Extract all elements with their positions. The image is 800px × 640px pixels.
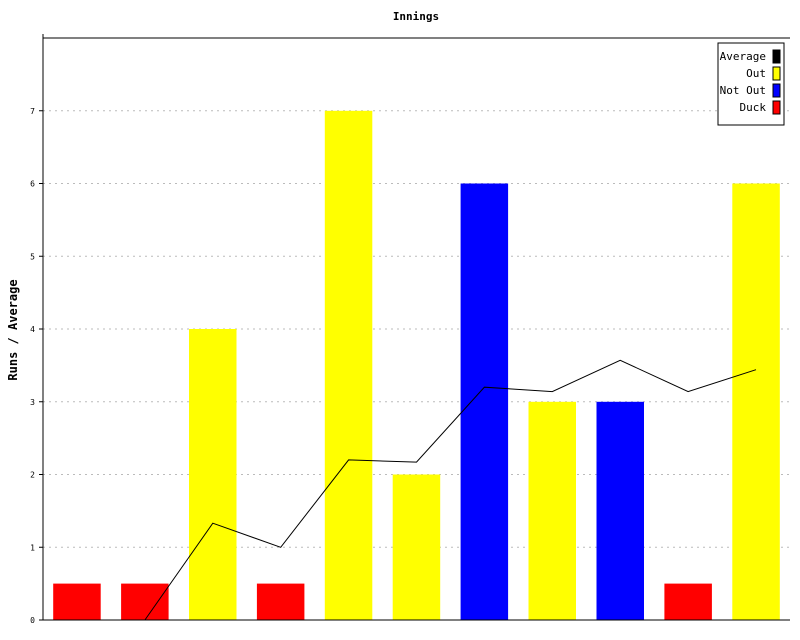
y-tick-label: 4	[30, 325, 35, 334]
legend-label: Out	[746, 67, 766, 80]
bar-not-out	[596, 401, 644, 621]
legend-label: Duck	[740, 101, 767, 114]
bar-out	[324, 110, 373, 621]
bar-duck	[53, 583, 101, 620]
legend-swatch	[772, 100, 781, 115]
legend-swatch	[772, 66, 781, 81]
y-tick-label: 2	[30, 471, 35, 480]
y-tick-label: 7	[30, 107, 35, 116]
y-tick-label: 1	[30, 543, 35, 552]
average-line	[144, 359, 757, 621]
bar-duck	[664, 583, 712, 620]
legend-label: Average	[720, 50, 766, 63]
legend-label: Not Out	[720, 84, 766, 97]
legend-swatch	[772, 83, 781, 98]
y-tick-label: 3	[30, 398, 35, 407]
legend-swatch	[772, 49, 781, 64]
bar-not-out	[460, 183, 509, 620]
bar-out	[528, 401, 576, 621]
average-line-layer	[144, 359, 757, 621]
bar-duck	[121, 583, 169, 620]
chart-title: Innings	[393, 10, 439, 23]
bars	[53, 110, 780, 621]
bar-out	[732, 183, 780, 620]
axes: 0 1 2 3 4 5 6 7	[30, 34, 790, 625]
legend: Average Out Not Out Duck	[717, 42, 785, 126]
bar-duck	[256, 583, 305, 620]
y-tick-label: 6	[30, 180, 35, 189]
bar-out	[392, 474, 441, 620]
y-tick-label: 5	[30, 252, 35, 261]
y-tick-label: 0	[30, 616, 35, 625]
bar-out	[189, 329, 237, 620]
y-axis-label: Runs / Average	[6, 279, 20, 380]
